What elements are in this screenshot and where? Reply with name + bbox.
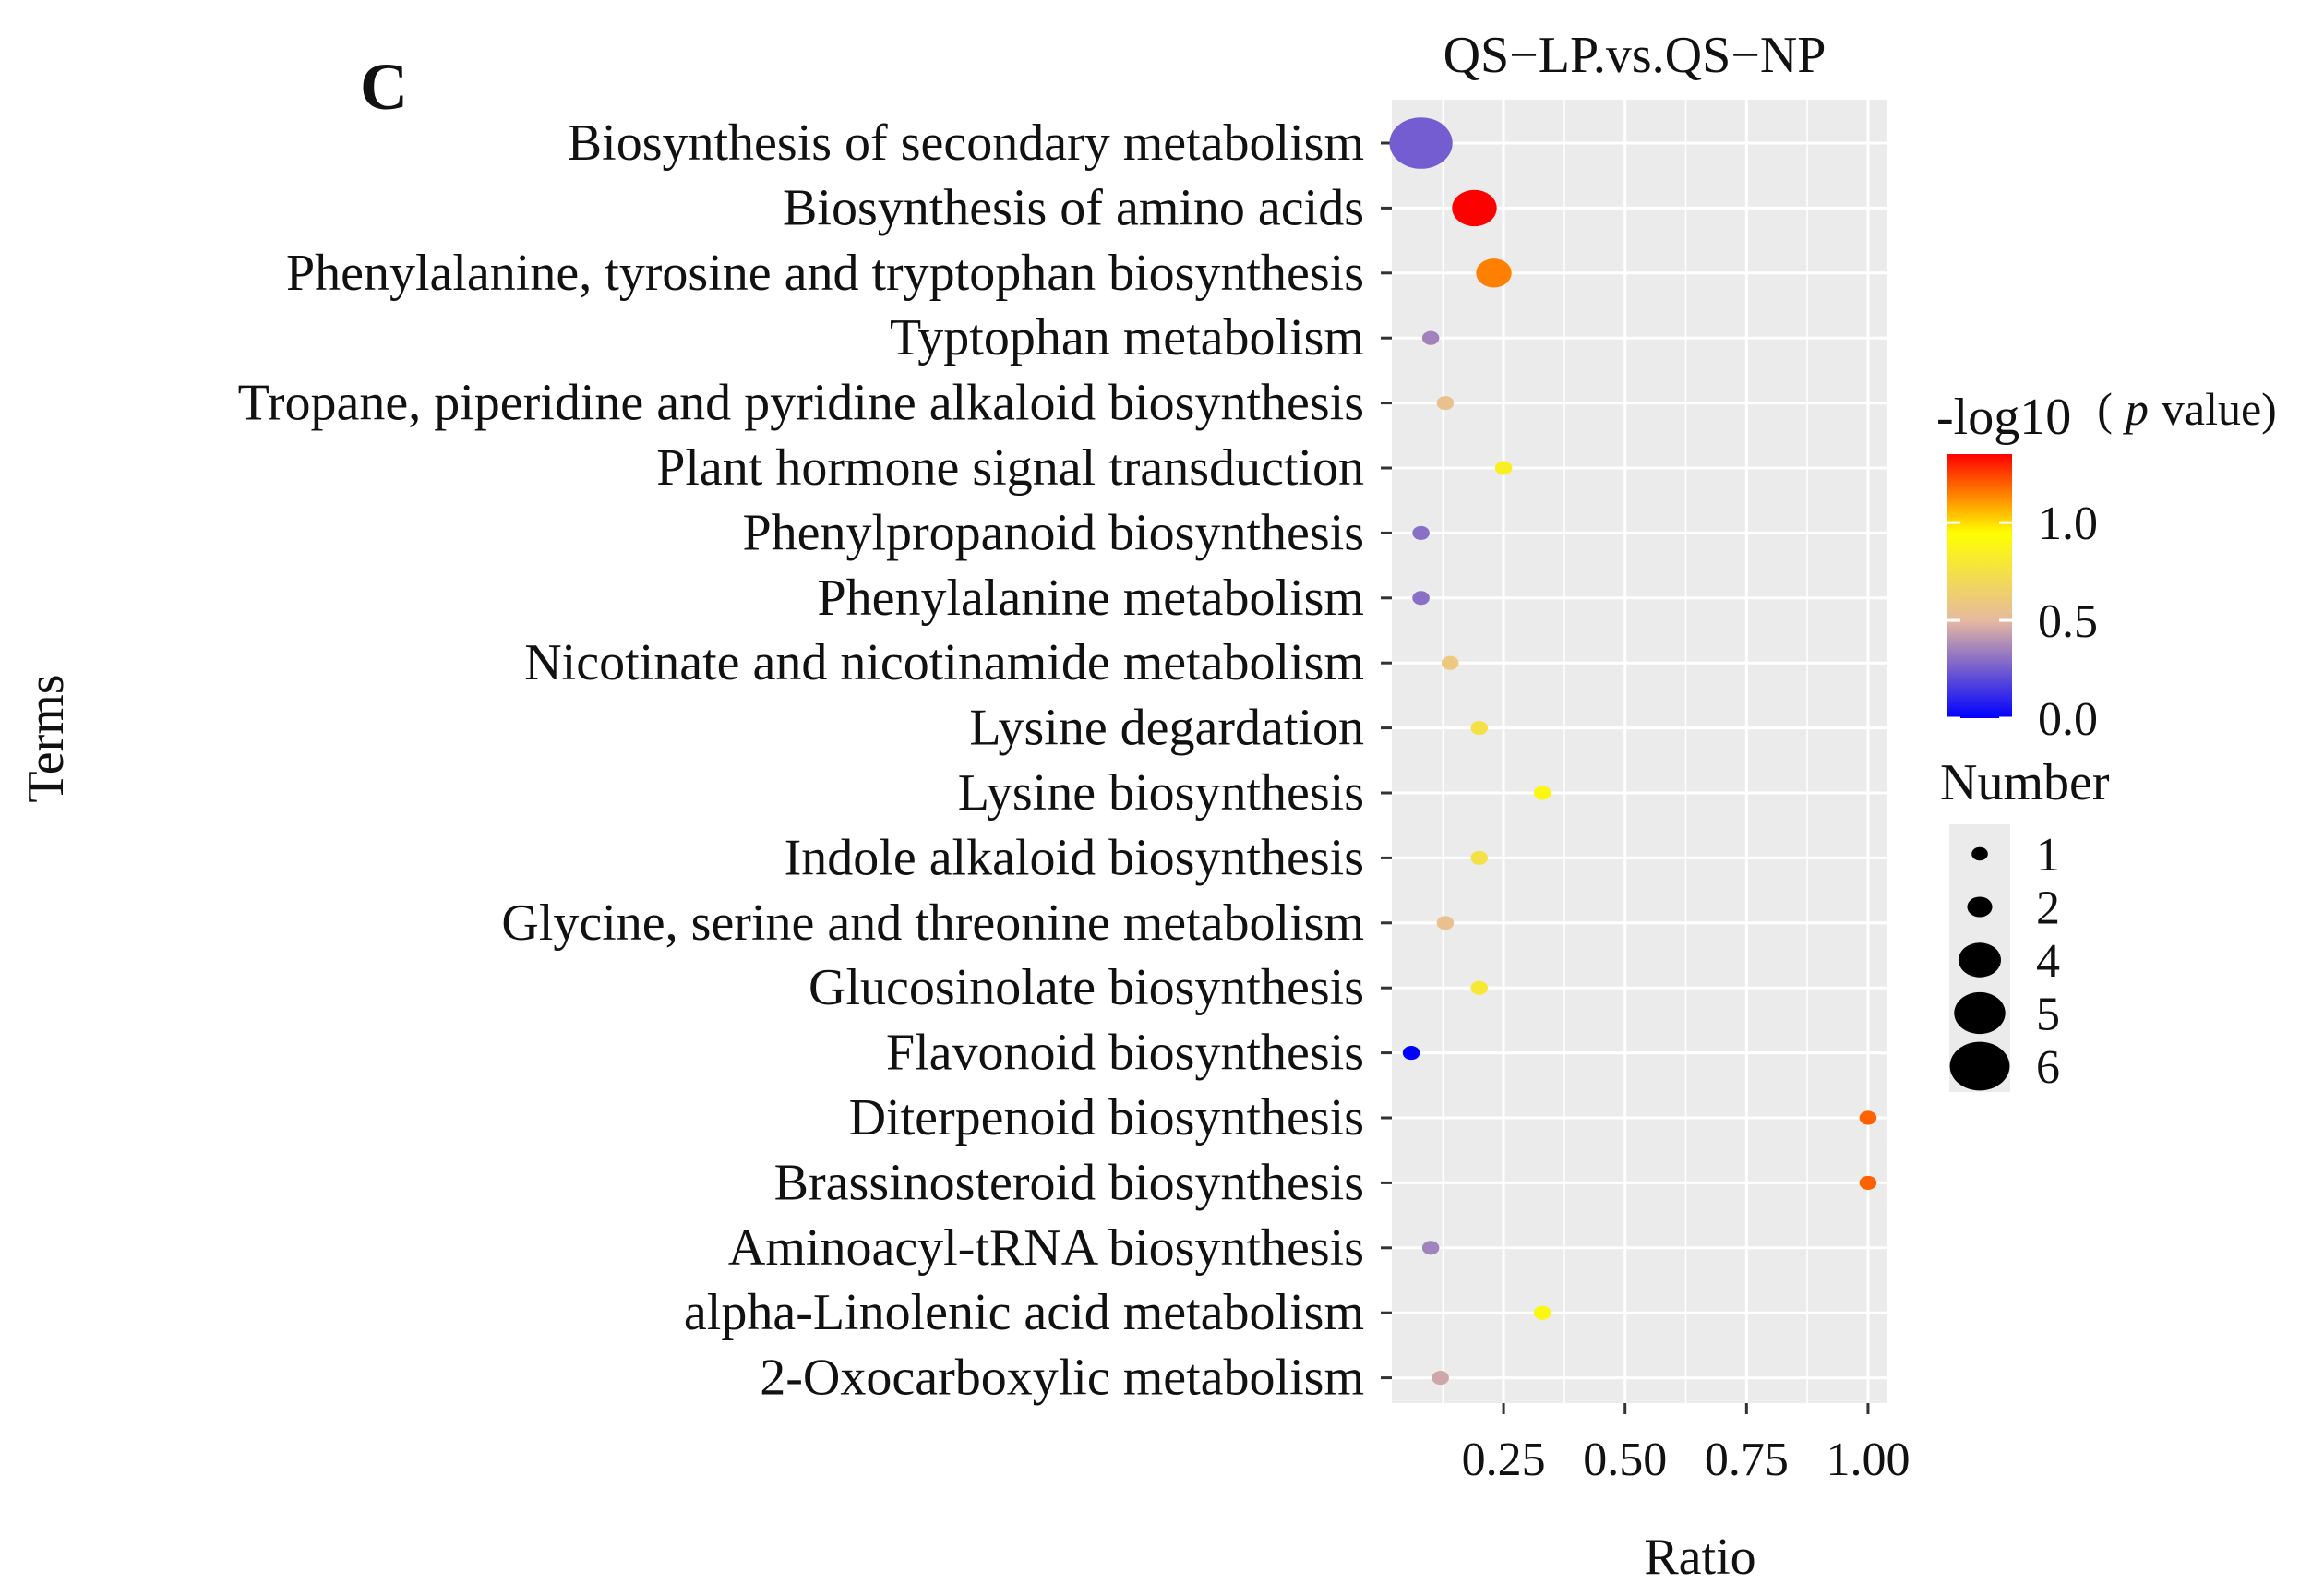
size-legend-label: 4 <box>2036 935 2060 988</box>
colorbar <box>1947 454 2012 718</box>
color-legend: -log10 ( p value) 0.0 0.5 1.0 <box>1936 379 2277 746</box>
y-axis-title: Terms <box>18 674 75 802</box>
size-legend-dot <box>1954 991 2006 1035</box>
colorbar-label: 1.0 <box>2038 498 2098 550</box>
data-point <box>1476 258 1512 288</box>
x-tick-label: 0.50 <box>1583 1434 1667 1486</box>
color-legend-title-p: p <box>2123 383 2149 435</box>
size-legend-dots <box>1949 846 2010 1091</box>
data-point <box>1412 591 1430 606</box>
colorbar-ticks <box>1947 521 2012 720</box>
x-tick-label: 1.00 <box>1826 1434 1910 1486</box>
panel-label: C <box>360 50 408 124</box>
color-legend-title-prefix: -log10 <box>1936 389 2071 446</box>
color-legend-title: -log10 ( p value) <box>1936 379 2277 446</box>
data-point <box>1533 786 1551 800</box>
x-axis-labels: 0.25 0.50 0.75 1.00 <box>1462 1434 1911 1486</box>
plot-panel <box>1392 100 1887 1403</box>
data-point <box>1421 330 1440 345</box>
color-legend-title-open: ( <box>2097 383 2113 435</box>
data-point <box>1533 1305 1551 1320</box>
size-legend-dot <box>1967 896 1993 918</box>
term-label: Diterpenoid biosynthesis <box>849 1089 1364 1146</box>
colorbar-label: 0.5 <box>2038 595 2098 648</box>
x-axis-title: Ratio <box>1644 1529 1755 1586</box>
term-label: Phenylalanine, tyrosine and tryptophan b… <box>286 245 1364 302</box>
term-label: Nicotinate and nicotinamide metabolism <box>524 634 1364 691</box>
data-point <box>1421 1241 1440 1255</box>
x-tick-label: 0.25 <box>1462 1434 1546 1486</box>
term-label: Flavonoid biosynthesis <box>886 1025 1364 1082</box>
chart-title: QS−LP.vs.QS−NP <box>1444 27 1827 84</box>
term-label: Indole alkaloid biosynthesis <box>785 829 1364 886</box>
data-point <box>1470 850 1489 865</box>
size-legend-title: Number <box>1940 754 2110 811</box>
term-label: Aminoacyl-tRNA biosynthesis <box>728 1219 1364 1277</box>
term-label: Typtophan metabolism <box>890 309 1364 366</box>
term-label: Glycine, serine and threonine metabolism <box>501 894 1364 952</box>
grid-lines-vertical <box>1442 100 1870 1403</box>
term-label: Biosynthesis of amino acids <box>783 179 1364 236</box>
data-point <box>1470 721 1489 736</box>
term-label: Phenylpropanoid biosynthesis <box>742 504 1364 561</box>
data-point <box>1412 525 1430 540</box>
term-label: Lysine biosynthesis <box>958 764 1364 822</box>
term-label: 2-Oxocarboxylic metabolism <box>760 1350 1364 1407</box>
data-point <box>1389 117 1453 169</box>
term-label: Phenylalanine metabolism <box>817 570 1364 627</box>
term-label: Lysine degardation <box>969 700 1364 757</box>
colorbar-label: 0.0 <box>2038 693 2098 746</box>
size-legend-dot <box>1971 846 1988 861</box>
data-point <box>1436 396 1455 411</box>
size-legend-label: 5 <box>2036 989 2060 1041</box>
x-tick-label: 0.75 <box>1705 1434 1789 1486</box>
y-axis-labels: Biosynthesis of secondary metabolism Bios… <box>238 114 1364 1407</box>
term-label: Brassinosteroid biosynthesis <box>774 1154 1364 1211</box>
data-point <box>1452 189 1497 227</box>
term-label: alpha-Linolenic acid metabolism <box>684 1284 1364 1341</box>
color-legend-title-suffix: value) <box>2162 383 2277 435</box>
y-axis-ticks <box>1381 141 1392 1380</box>
size-legend-dot <box>1949 1041 2010 1091</box>
data-point <box>1402 1046 1420 1061</box>
colorbar-labels: 0.0 0.5 1.0 <box>2038 498 2098 746</box>
data-point <box>1441 655 1459 670</box>
size-legend-dot <box>1959 942 2001 978</box>
term-label: Tropane, piperidine and pyridine alkaloi… <box>238 375 1364 432</box>
size-legend-label: 1 <box>2036 829 2060 882</box>
data-points <box>1389 117 1877 1386</box>
data-point <box>1494 461 1513 475</box>
data-point <box>1432 1371 1449 1386</box>
term-label: Glucosinolate biosynthesis <box>809 959 1364 1016</box>
term-label: Biosynthesis of secondary metabolism <box>568 114 1364 172</box>
data-point <box>1436 916 1455 930</box>
size-legend-label: 2 <box>2036 882 2060 935</box>
term-label: Plant hormone signal transduction <box>656 439 1364 497</box>
data-point <box>1470 980 1489 995</box>
size-legend-label: 6 <box>2036 1041 2060 1094</box>
data-point <box>1859 1110 1877 1125</box>
x-axis-ticks <box>1502 1403 1870 1414</box>
data-point <box>1859 1175 1877 1190</box>
grid-lines-horizontal <box>1392 141 1887 1380</box>
